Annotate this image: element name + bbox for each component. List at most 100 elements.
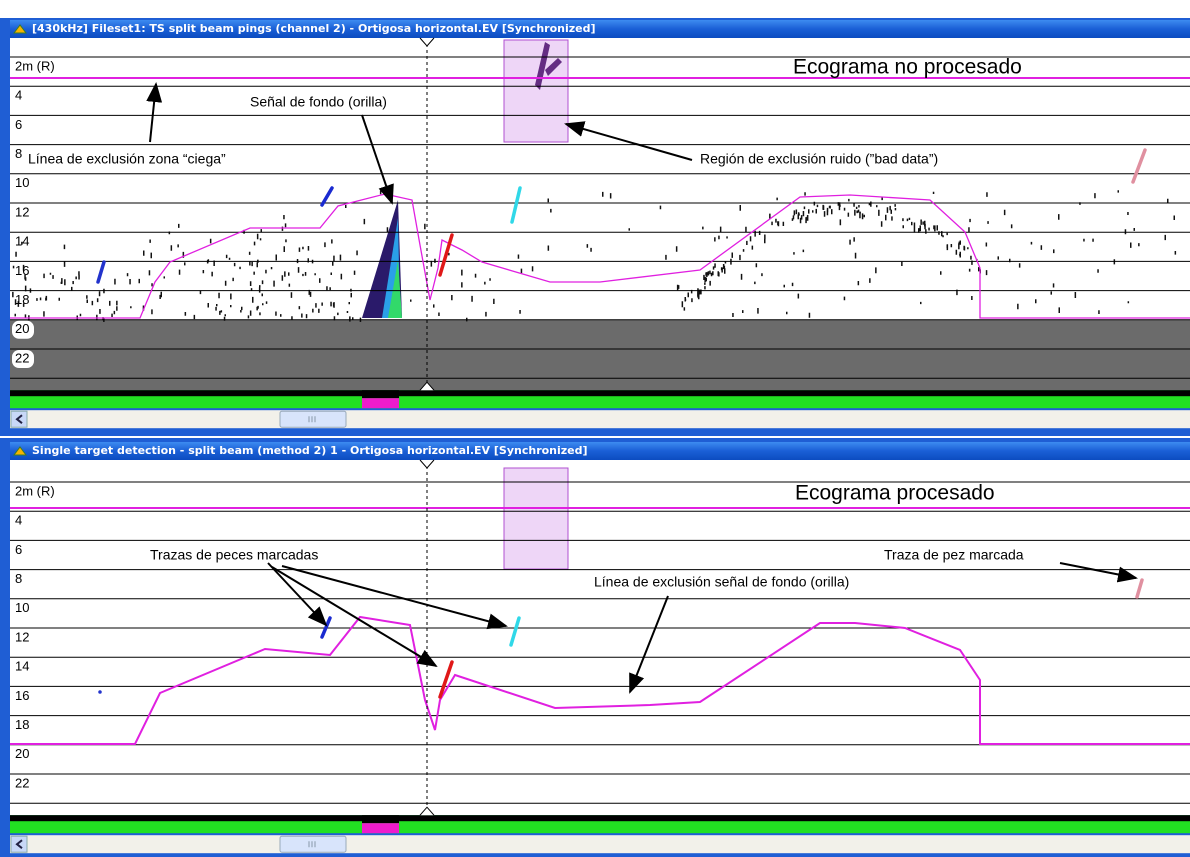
scroll-left[interactable]	[10, 410, 28, 428]
annotation: Región de exclusión ruido (”bad data”)	[700, 151, 938, 167]
depth-label-text: 16	[15, 263, 29, 278]
depth-label: 18	[15, 717, 29, 732]
no-data-area	[10, 319, 1190, 391]
fish-trace	[320, 186, 334, 207]
depth-label-text: 2m (R)	[15, 58, 55, 73]
scrollbar	[10, 410, 1190, 429]
annotation-arrow	[1059, 562, 1138, 583]
cursor-marker	[419, 459, 435, 469]
depth-label-text: 8	[15, 571, 22, 586]
cursor-marker	[419, 806, 435, 816]
depth-label-text: 14	[15, 659, 29, 674]
depth-label: 2m (R)	[15, 58, 55, 73]
fish-trace	[320, 616, 332, 639]
depth-label: 12	[15, 204, 29, 219]
depth-label-text: 10	[15, 600, 29, 615]
annotation-arrow	[629, 595, 669, 694]
title-bar	[10, 442, 1190, 460]
depth-label: 6	[15, 542, 22, 557]
depth-label: 8	[15, 146, 22, 161]
scroll-left[interactable]	[10, 835, 28, 853]
depth-label-text: 10	[15, 175, 29, 190]
ping-selection	[362, 823, 399, 834]
depth-label: 20	[15, 746, 29, 761]
title-bar	[10, 20, 1190, 38]
depth-label-text: 6	[15, 117, 22, 132]
annotation: Trazas de peces marcadas	[150, 547, 318, 563]
depth-label: 14	[15, 234, 29, 249]
scrollbar	[10, 835, 1190, 854]
depth-label: 14	[15, 659, 29, 674]
annotation-arrow	[267, 562, 328, 627]
depth-label-text: 12	[15, 204, 29, 219]
depth-label: 2m (R)	[15, 483, 55, 498]
fish-trace	[1131, 148, 1147, 184]
depth-label: 18	[15, 292, 29, 307]
annotation-arrow	[361, 114, 394, 205]
depth-label: 6	[15, 117, 22, 132]
depth-label-box	[12, 320, 34, 339]
annotation: Señal de fondo (orilla)	[250, 94, 387, 110]
annotation: Ecograma procesado	[795, 482, 995, 505]
depth-label-text: 20	[15, 321, 29, 336]
depth-label: 22	[12, 350, 34, 368]
depth-label: 10	[15, 175, 29, 190]
fish-trace	[96, 260, 106, 284]
depth-label: 4	[15, 88, 22, 103]
echogram	[10, 460, 1190, 816]
bottom-echo-green	[388, 260, 402, 318]
fish-trace	[438, 233, 454, 277]
depth-label-text: 8	[15, 146, 22, 161]
depth-label-text: 12	[15, 629, 29, 644]
depth-label: 22	[15, 775, 29, 790]
ping-selection	[362, 398, 399, 409]
depth-label: 16	[15, 263, 29, 278]
scroll-arrow	[15, 839, 23, 849]
annotation: Ecograma no procesado	[793, 56, 1022, 79]
ping-selection	[362, 815, 399, 824]
depth-label-text: 22	[15, 775, 29, 790]
title-icon	[13, 24, 27, 34]
annotation: Línea de exclusión señal de fondo (orill…	[594, 574, 849, 590]
annotation-arrow	[271, 566, 438, 668]
depth-label-text: 4	[15, 88, 22, 103]
bad-data-region	[503, 39, 569, 143]
depth-label-text: 22	[15, 350, 29, 365]
annotation: Traza de pez marcada	[884, 547, 1024, 563]
scroll-grip	[308, 841, 316, 848]
annotation: Línea de exclusión zona “ciega”	[28, 151, 226, 167]
cursor-marker	[419, 381, 435, 391]
window-title: Single target detection - split beam (me…	[32, 444, 588, 457]
depth-label-box	[12, 350, 34, 368]
annotation-arrow	[281, 565, 508, 630]
fish-trace	[438, 660, 454, 699]
scroll-thumb[interactable]	[279, 410, 347, 428]
annotation-arrow	[146, 82, 163, 143]
depth-label: 20	[12, 320, 34, 339]
fish-trace	[510, 186, 522, 224]
fish-trace	[509, 616, 521, 647]
title-icon	[13, 446, 27, 456]
scroll-grip	[308, 416, 316, 423]
depth-label: 4	[15, 513, 22, 528]
window-title: [430kHz] Fileset1: TS split beam pings (…	[32, 22, 596, 35]
ping-ticks	[10, 815, 1190, 822]
depth-label: 12	[15, 629, 29, 644]
echo-noise	[12, 190, 1177, 322]
bottom-exclusion-line	[10, 615, 1190, 745]
depth-label-text: 18	[15, 292, 29, 307]
depth-label: 16	[15, 688, 29, 703]
annotation-arrow	[564, 121, 693, 161]
depth-label-text: 20	[15, 746, 29, 761]
bottom-exclusion-line	[10, 193, 1190, 319]
scroll-thumb[interactable]	[279, 835, 347, 853]
scroll-arrow	[15, 414, 23, 424]
depth-label-text: 4	[15, 513, 22, 528]
depth-label-text: 14	[15, 234, 29, 249]
depth-label: 8	[15, 571, 22, 586]
ping-selection	[362, 390, 399, 399]
depth-label-text: 6	[15, 542, 22, 557]
cursor-marker	[419, 37, 435, 47]
